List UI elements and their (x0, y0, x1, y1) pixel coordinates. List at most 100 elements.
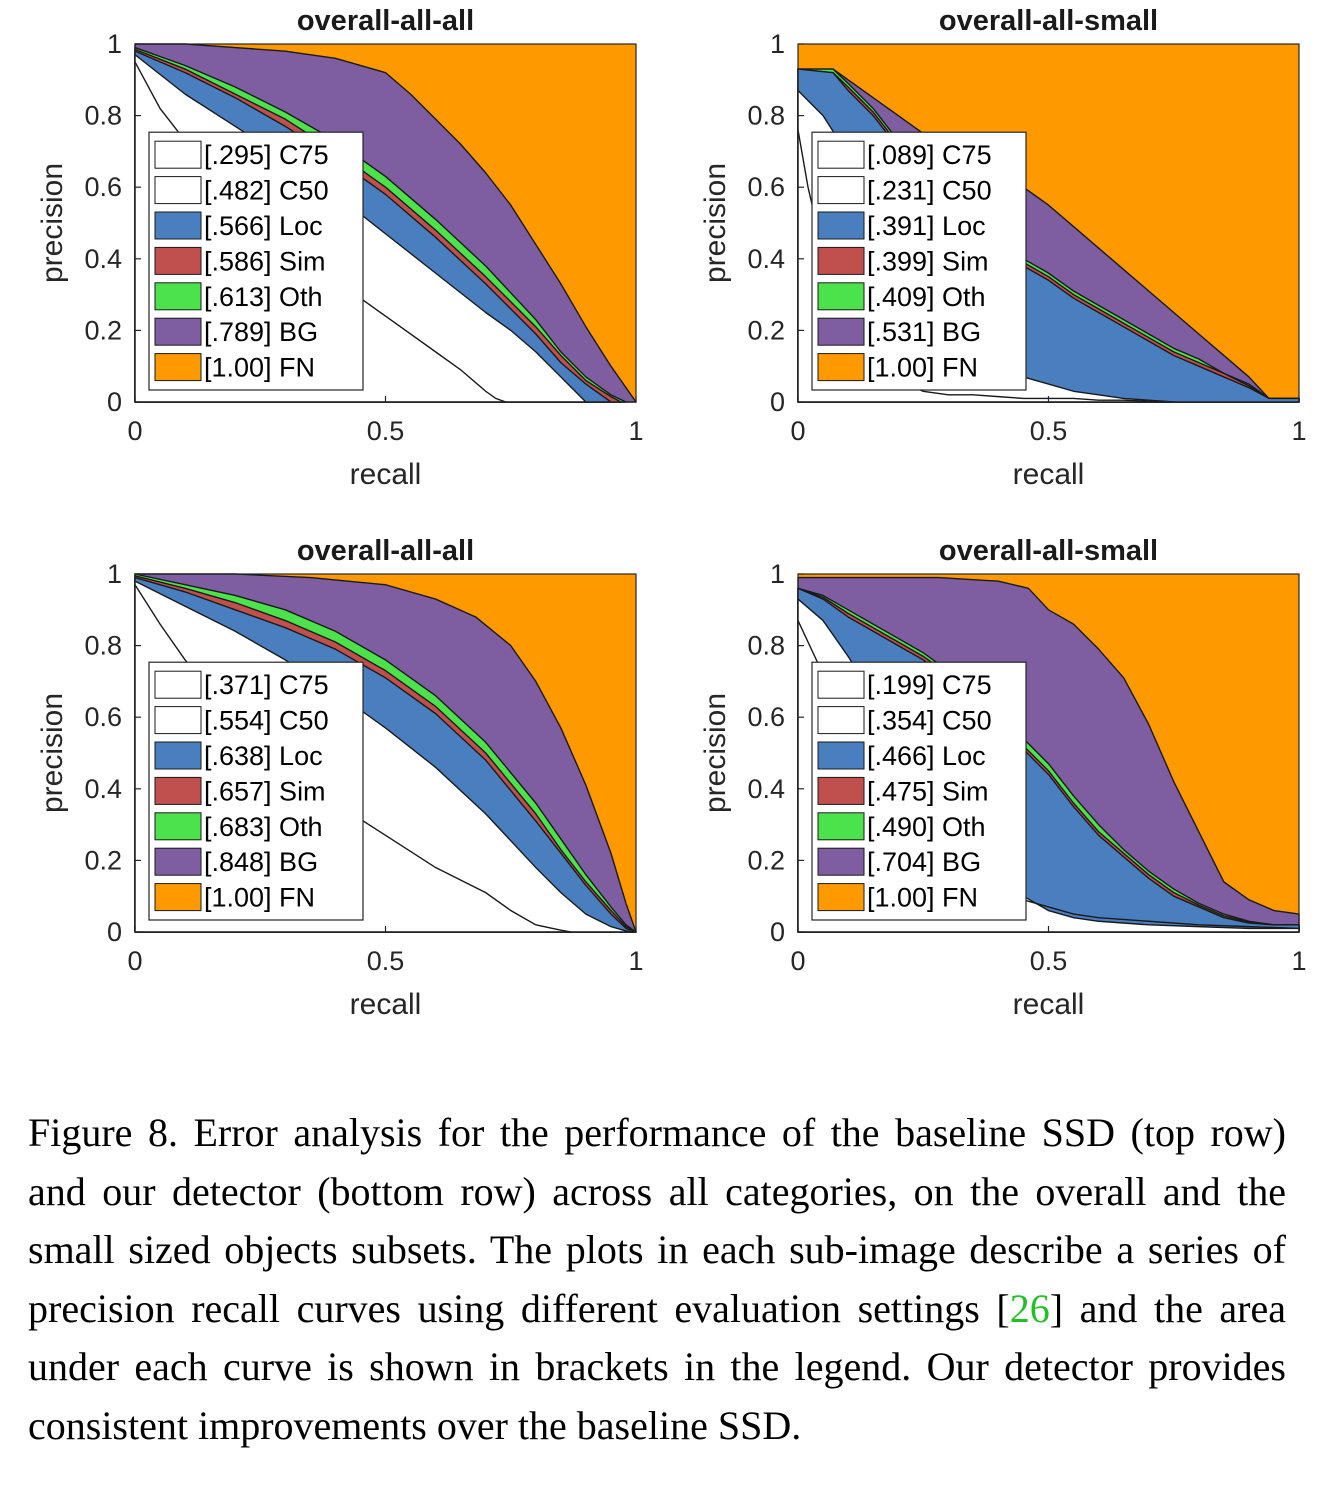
y-tick-label: 0.2 (747, 315, 785, 345)
legend-swatch-bg (817, 317, 865, 346)
y-tick-label: 0.8 (84, 631, 122, 661)
legend-label-fn: [1.00] FN (867, 883, 978, 913)
legend-swatch-loc (154, 741, 202, 770)
legend-swatch-loc (817, 741, 865, 770)
chart-svg: 0 0.2 0.4 0.6 0.8 1 0 0.5 1 overall-all-all recall… (36, 5, 644, 491)
y-tick-label: 0.4 (747, 244, 785, 274)
y-axis-label: precision (699, 693, 732, 813)
legend: [.199] C75 [.354] C50 [.466] Loc [.475] Sim… (811, 661, 1027, 921)
y-tick-label: 0.6 (747, 702, 785, 732)
legend: [.371] C75 [.554] C50 [.638] Loc [.657] Sim… (148, 661, 364, 921)
legend-label-sim: [.657] Sim (204, 776, 326, 806)
chart-title: overall-all-all (297, 5, 474, 37)
y-tick-label: 1 (770, 29, 785, 59)
x-axis-label: recall (350, 458, 422, 491)
x-tick-label: 0 (790, 946, 805, 976)
x-tick-label: 0.5 (1030, 416, 1068, 446)
x-tick-label: 0.5 (367, 416, 405, 446)
y-tick-label: 0.4 (84, 774, 122, 804)
legend-swatch-fn (817, 883, 865, 912)
legend-label-c50: [.554] C50 (204, 706, 329, 736)
legend-swatch-loc (154, 211, 202, 240)
citation-link[interactable]: 26 (1009, 1285, 1050, 1331)
legend-label-fn: [1.00] FN (204, 883, 315, 913)
chart-svg: 0 0.2 0.4 0.6 0.8 1 0 0.5 1 overall-all-small reca… (699, 5, 1307, 491)
legend-label-c75: [.089] C75 (867, 140, 992, 170)
y-tick-label: 0.8 (747, 631, 785, 661)
y-tick-label: 1 (770, 559, 785, 589)
y-tick-label: 1 (107, 559, 122, 589)
caption-text-after: ] and the area under each curve is shown… (28, 1285, 1286, 1448)
legend-swatch-c75 (154, 670, 202, 699)
legend-label-c50: [.354] C50 (867, 706, 992, 736)
legend-label-c75: [.295] C75 (204, 140, 329, 170)
legend-swatch-oth (154, 282, 202, 311)
x-tick-label: 0.5 (1030, 946, 1068, 976)
legend-label-c75: [.199] C75 (867, 670, 992, 700)
y-tick-label: 0.8 (84, 101, 122, 131)
x-tick-label: 0 (127, 946, 142, 976)
chart-baseline-overall-all-all: 0 0.2 0.4 0.6 0.8 1 0 0.5 1 overall-all-all recall… (0, 0, 663, 530)
legend-label-loc: [.566] Loc (204, 211, 323, 241)
y-tick-label: 0.2 (84, 845, 122, 875)
legend-swatch-oth (817, 812, 865, 841)
x-tick-label: 0.5 (367, 946, 405, 976)
x-tick-label: 1 (628, 416, 643, 446)
legend-label-oth: [.683] Oth (204, 812, 323, 842)
legend-swatch-bg (154, 847, 202, 876)
chart-title: overall-all-small (939, 535, 1158, 567)
legend-swatch-c50 (154, 706, 202, 735)
legend-swatch-c75 (154, 140, 202, 169)
y-tick-label: 0 (107, 917, 122, 947)
legend: [.089] C75 [.231] C50 [.391] Loc [.399] Sim… (811, 131, 1027, 391)
legend-label-loc: [.638] Loc (204, 741, 323, 771)
legend-label-c75: [.371] C75 (204, 670, 329, 700)
x-tick-label: 0 (127, 416, 142, 446)
y-tick-label: 0.2 (747, 845, 785, 875)
legend-swatch-sim (154, 246, 202, 275)
legend-label-bg: [.704] BG (867, 847, 981, 877)
legend-label-fn: [1.00] FN (867, 353, 978, 383)
y-tick-label: 0.6 (84, 172, 122, 202)
legend-swatch-oth (817, 282, 865, 311)
legend-swatch-sim (154, 776, 202, 805)
y-tick-label: 0.4 (747, 774, 785, 804)
legend-label-c50: [.231] C50 (867, 176, 992, 206)
x-tick-label: 1 (1291, 946, 1306, 976)
x-axis-label: recall (1013, 458, 1085, 491)
legend-swatch-fn (154, 883, 202, 912)
legend-label-loc: [.466] Loc (867, 741, 986, 771)
legend-label-sim: [.475] Sim (867, 776, 989, 806)
caption-text-before: Figure 8. Error analysis for the perform… (28, 1110, 1286, 1331)
x-tick-label: 1 (1291, 416, 1306, 446)
legend-swatch-c75 (817, 670, 865, 699)
legend-swatch-loc (817, 211, 865, 240)
chart-ours-overall-all-small: 0 0.2 0.4 0.6 0.8 1 0 0.5 1 overall-all-small reca… (663, 530, 1326, 1060)
legend-label-fn: [1.00] FN (204, 353, 315, 383)
y-tick-label: 0.6 (84, 702, 122, 732)
x-tick-label: 1 (628, 946, 643, 976)
y-tick-label: 1 (107, 29, 122, 59)
y-tick-label: 0 (770, 387, 785, 417)
legend-swatch-c50 (817, 706, 865, 735)
legend-swatch-sim (817, 246, 865, 275)
figure: 0 0.2 0.4 0.6 0.8 1 0 0.5 1 overall-all-all recall… (0, 0, 1326, 1060)
x-tick-label: 0 (790, 416, 805, 446)
legend-label-sim: [.399] Sim (867, 246, 989, 276)
legend-label-oth: [.409] Oth (867, 282, 986, 312)
legend-label-bg: [.848] BG (204, 847, 318, 877)
legend-swatch-bg (817, 847, 865, 876)
y-axis-label: precision (699, 163, 732, 283)
legend-label-bg: [.531] BG (867, 317, 981, 347)
y-axis-label: precision (36, 163, 69, 283)
chart-svg: 0 0.2 0.4 0.6 0.8 1 0 0.5 1 overall-all-small reca… (699, 535, 1307, 1021)
y-axis-label: precision (36, 693, 69, 813)
chart-title: overall-all-all (297, 535, 474, 567)
legend-swatch-fn (817, 353, 865, 382)
legend-swatch-c50 (817, 176, 865, 205)
x-axis-label: recall (350, 988, 422, 1021)
chart-baseline-overall-all-small: 0 0.2 0.4 0.6 0.8 1 0 0.5 1 overall-all-small reca… (663, 0, 1326, 530)
legend-label-bg: [.789] BG (204, 317, 318, 347)
legend-swatch-oth (154, 812, 202, 841)
legend-swatch-bg (154, 317, 202, 346)
